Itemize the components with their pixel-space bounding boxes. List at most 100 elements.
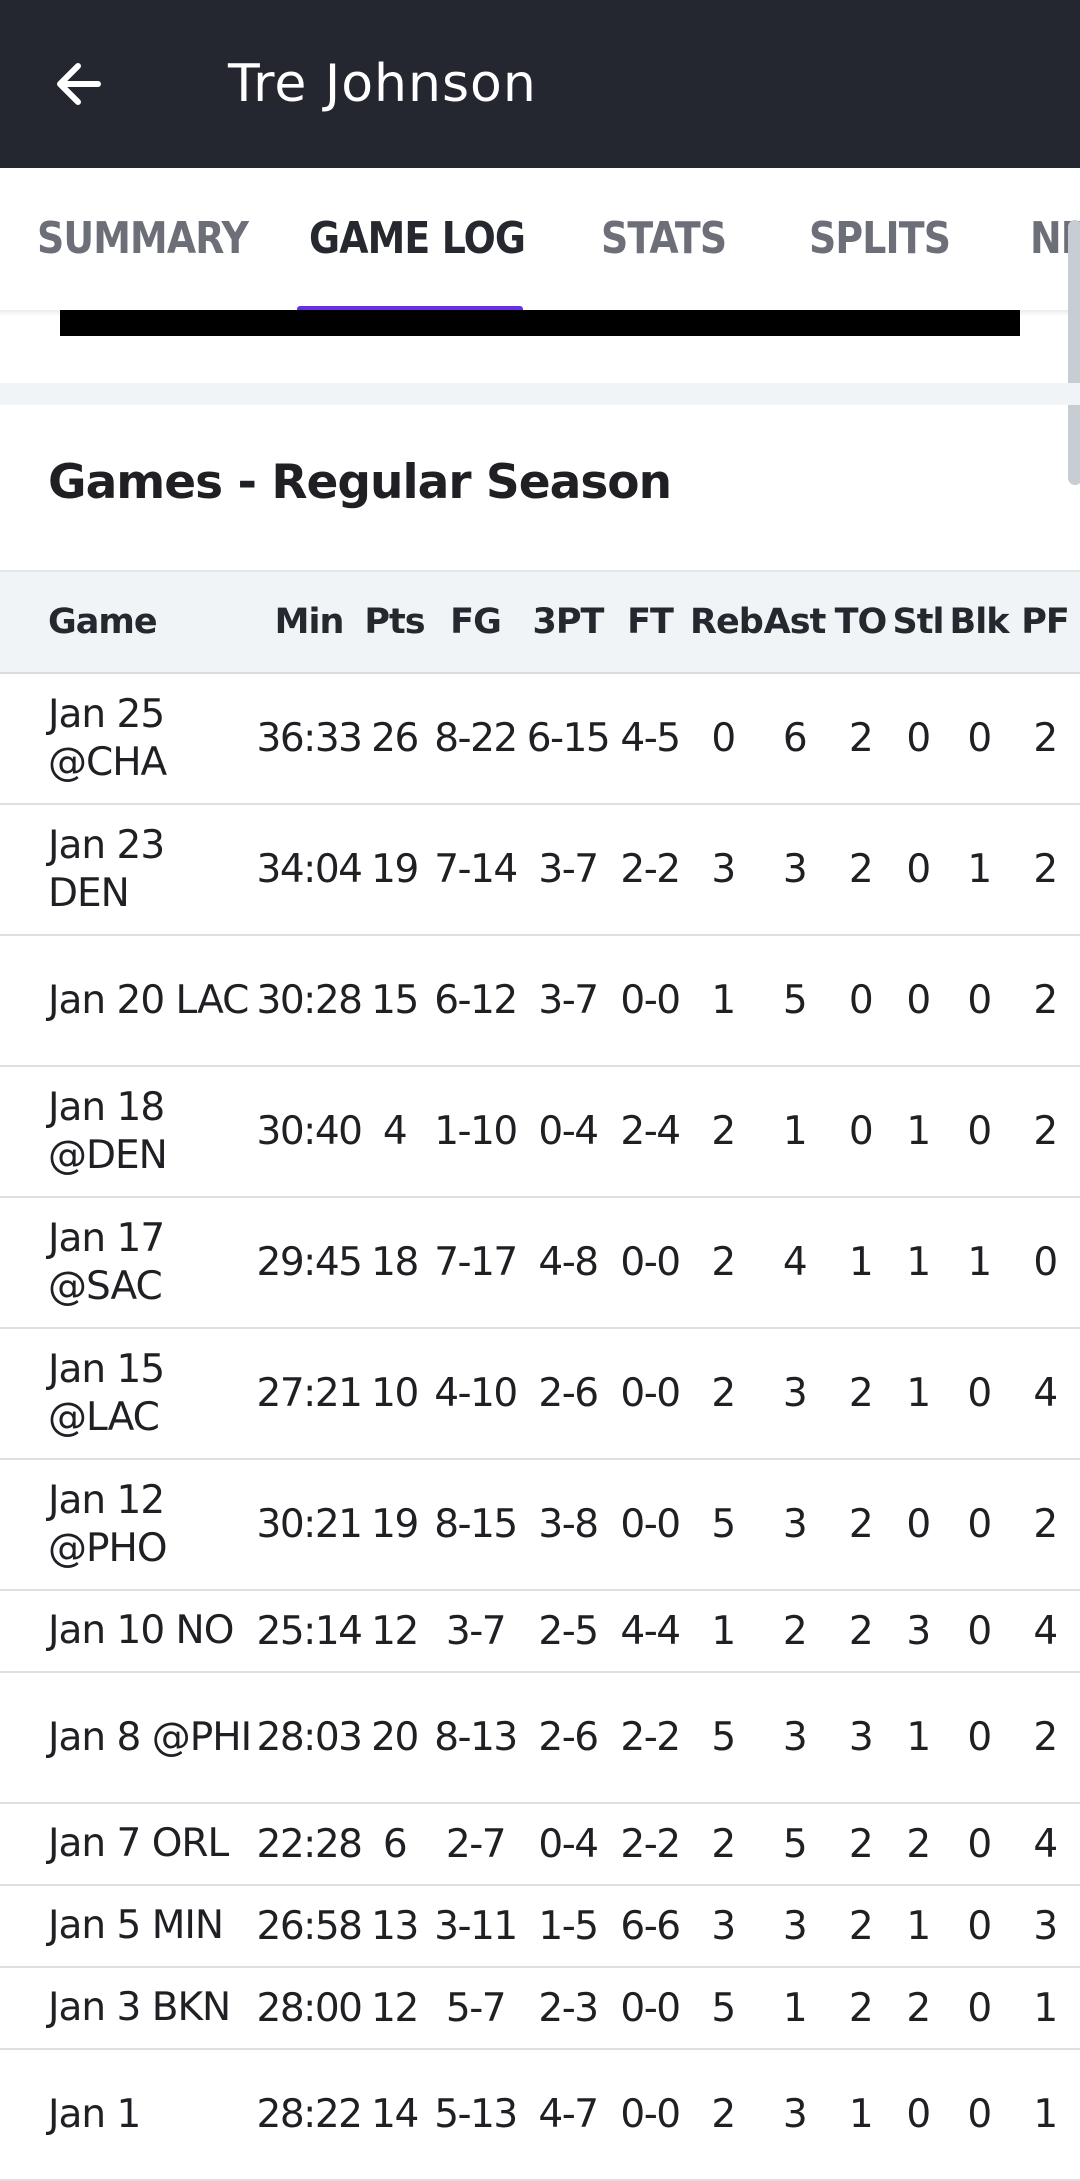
tab-bar: SUMMARY GAME LOG STATS SPLITS NE <box>0 168 1080 310</box>
cell-to: 2 <box>833 1803 888 1886</box>
cell-pts: 12 <box>364 1967 425 2050</box>
cell-pf: 4 <box>1010 1590 1080 1673</box>
cell-to: 0 <box>833 1066 888 1198</box>
column-header-pf[interactable]: PF <box>1010 570 1080 674</box>
cell-min: 26:58 <box>254 1885 364 1968</box>
cell-blk: 0 <box>948 935 1010 1067</box>
table-row[interactable]: Jan 12 @PHO 30:21 19 8-15 3-8 0-0 5 3 2 0 0 2 <box>0 1459 1080 1591</box>
cell-min: 22:28 <box>254 1803 364 1886</box>
cell-ast: 2 <box>756 1590 833 1673</box>
back-button[interactable] <box>44 44 124 124</box>
cell-pts: 19 <box>364 1459 425 1591</box>
cell-game: Jan 12 @PHO <box>0 1459 254 1591</box>
cell-ast: 6 <box>756 673 833 805</box>
cell-game: Jan 25 @CHA <box>0 673 254 805</box>
cell-pts: 20 <box>364 1672 425 1804</box>
tab-game-log[interactable]: GAME LOG <box>309 213 526 264</box>
cell-ast: 5 <box>756 935 833 1067</box>
cell-blk: 0 <box>948 1967 1010 2050</box>
column-header-pts[interactable]: Pts <box>364 570 426 674</box>
table-row[interactable]: Jan 23 DEN 34:04 19 7-14 3-7 2-2 3 3 2 0 1 2 <box>0 804 1080 936</box>
cell-tpt: 6-15 <box>526 673 611 805</box>
cell-min: 29:45 <box>254 1197 364 1329</box>
cell-pts: 18 <box>364 1197 425 1329</box>
column-header-game[interactable]: Game <box>0 570 254 674</box>
section-divider <box>0 383 1080 405</box>
cell-min: 30:40 <box>254 1066 364 1198</box>
table-row[interactable]: Jan 5 MIN 26:58 13 3-11 1-5 6-6 3 3 2 1 0 3 <box>0 1885 1080 1968</box>
cell-ast: 3 <box>756 1459 833 1591</box>
table-row[interactable]: Jan 20 LAC 30:28 15 6-12 3-7 0-0 1 5 0 0 0 2 <box>0 935 1080 1067</box>
table-row[interactable]: Jan 8 @PHI 28:03 20 8-13 2-6 2-2 5 3 3 1 0 2 <box>0 1672 1080 1804</box>
cell-stl: 0 <box>888 1459 948 1591</box>
cell-to: 2 <box>833 1459 888 1591</box>
column-header-min[interactable]: Min <box>254 570 364 674</box>
cell-pf: 2 <box>1010 1066 1080 1198</box>
cell-stl: 0 <box>888 673 948 805</box>
ad-banner[interactable] <box>60 310 1020 336</box>
cell-reb: 5 <box>690 1459 756 1591</box>
cell-game: Jan 7 ORL <box>0 1803 254 1886</box>
table-row[interactable]: Jan 25 @CHA 36:33 26 8-22 6-15 4-5 0 6 2 0 0 2 <box>0 673 1080 805</box>
column-header-reb[interactable]: Reb <box>690 570 764 674</box>
cell-ast: 1 <box>756 1066 833 1198</box>
column-header-blk[interactable]: Blk <box>948 570 1010 674</box>
cell-stl: 0 <box>888 804 948 936</box>
column-header-to[interactable]: TO <box>833 570 888 674</box>
cell-to: 0 <box>833 935 888 1067</box>
cell-ft: 2-4 <box>610 1066 690 1198</box>
cell-min: 28:03 <box>254 1672 364 1804</box>
cell-pf: 0 <box>1010 1197 1080 1329</box>
table-row[interactable]: Jan 15 @LAC 27:21 10 4-10 2-6 0-0 2 3 2 1 0 4 <box>0 1328 1080 1460</box>
cell-tpt: 0-4 <box>526 1803 610 1886</box>
cell-stl: 1 <box>888 1197 948 1329</box>
tab-splits[interactable]: SPLITS <box>809 213 951 264</box>
app-bar: Tre Johnson <box>0 0 1080 168</box>
cell-min: 25:14 <box>254 1590 364 1673</box>
cell-game: Jan 10 NO <box>0 1590 254 1673</box>
cell-stl: 1 <box>888 1672 948 1804</box>
scrollbar-thumb[interactable] <box>1068 220 1080 485</box>
table-row[interactable]: Jan 7 ORL 22:28 6 2-7 0-4 2-2 2 5 2 2 0 4 <box>0 1803 1080 1886</box>
table-row[interactable]: Jan 17 @SAC 29:45 18 7-17 4-8 0-0 2 4 1 1 1 0 <box>0 1197 1080 1329</box>
cell-blk: 0 <box>948 673 1010 805</box>
column-header-fg[interactable]: FG <box>425 570 526 674</box>
column-header-ft[interactable]: FT <box>610 570 690 674</box>
cell-blk: 0 <box>948 1328 1010 1460</box>
cell-game: Jan 18 @DEN <box>0 1066 254 1198</box>
cell-game: Jan 20 LAC <box>0 935 254 1067</box>
cell-to: 2 <box>833 804 888 936</box>
cell-ast: 3 <box>756 1328 833 1460</box>
table-row[interactable]: Jan 10 NO 25:14 12 3-7 2-5 4-4 1 2 2 3 0 4 <box>0 1590 1080 1673</box>
cell-blk: 0 <box>948 1590 1010 1673</box>
cell-tpt: 1-5 <box>526 1885 610 1968</box>
cell-reb: 2 <box>690 1328 756 1460</box>
cell-reb: 2 <box>690 1803 756 1886</box>
cell-tpt: 0-4 <box>526 1066 610 1198</box>
tab-summary[interactable]: SUMMARY <box>37 213 249 264</box>
cell-pts: 12 <box>364 1590 425 1673</box>
column-header-stl[interactable]: Stl <box>888 570 948 674</box>
cell-ft: 0-0 <box>610 1197 690 1329</box>
cell-blk: 0 <box>948 1459 1010 1591</box>
cell-tpt: 3-7 <box>526 804 610 936</box>
cell-pf: 2 <box>1010 804 1080 936</box>
cell-ft: 2-2 <box>610 804 690 936</box>
table-row[interactable]: Jan 3 BKN 28:00 12 5-7 2-3 0-0 5 1 2 2 0 1 <box>0 1967 1080 2050</box>
table-row[interactable]: Jan 18 @DEN 30:40 4 1-10 0-4 2-4 2 1 0 1 0 2 <box>0 1066 1080 1198</box>
cell-ast: 3 <box>756 804 833 936</box>
cell-stl: 0 <box>888 935 948 1067</box>
column-header-3pt[interactable]: 3PT <box>526 570 610 674</box>
cell-fg: 2-7 <box>425 1803 526 1886</box>
tab-stats[interactable]: STATS <box>601 213 727 264</box>
cell-reb: 3 <box>690 804 756 936</box>
cell-blk: 0 <box>948 1672 1010 1804</box>
cell-game: Jan 15 @LAC <box>0 1328 254 1460</box>
cell-ft: 0-0 <box>610 1967 690 2050</box>
column-header-ast[interactable]: Ast <box>756 570 833 674</box>
cell-pts: 13 <box>364 1885 425 1968</box>
cell-fg: 3-7 <box>425 1590 526 1673</box>
cell-tpt: 3-8 <box>526 1459 610 1591</box>
cell-reb: 2 <box>690 1197 756 1329</box>
cell-fg: 8-22 <box>425 673 526 805</box>
